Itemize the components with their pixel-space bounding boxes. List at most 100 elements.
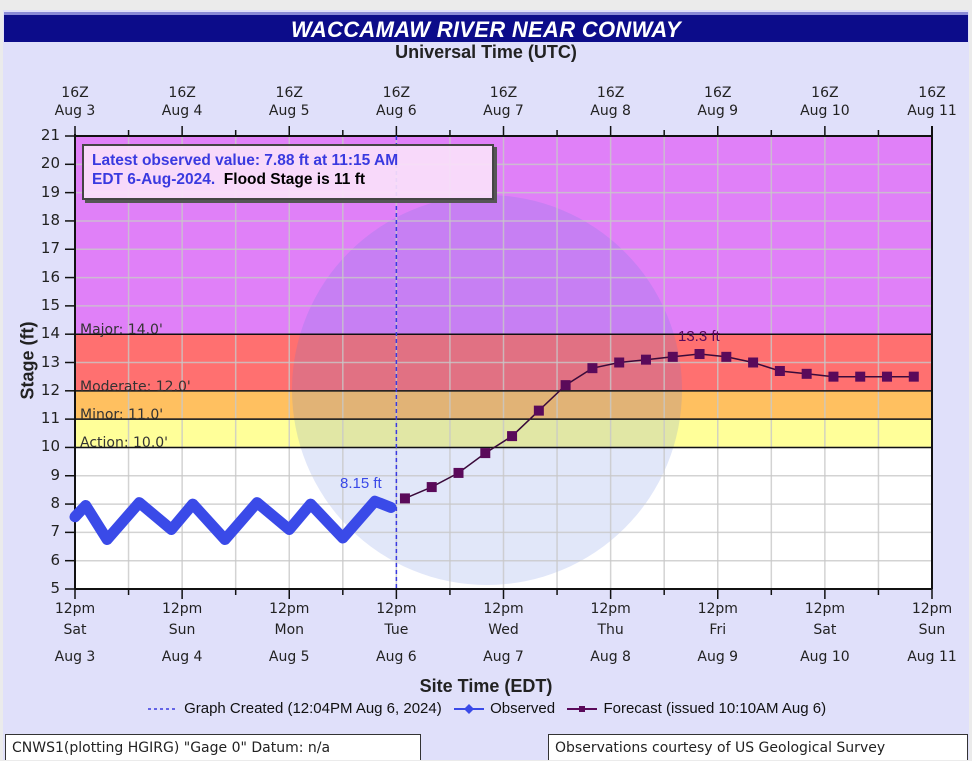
bottom-tick-time: 12pm — [804, 601, 846, 617]
chart-title: WACCAMAW RIVER NEAR CONWAY — [291, 17, 681, 42]
y-tick-label: 19 — [40, 182, 60, 201]
top-tick-time: 16Z — [489, 85, 518, 101]
legend-forecast: Forecast (issued 10:10AM Aug 6) — [565, 700, 826, 717]
forecast-point — [801, 368, 812, 379]
top-tick-label: 16Z Aug 6 — [356, 84, 436, 120]
action-stage-label: Action: 10.0' — [80, 435, 169, 451]
top-tick-date: Aug 11 — [907, 103, 957, 119]
top-tick-date: Aug 6 — [376, 103, 417, 119]
top-tick-date: Aug 8 — [590, 103, 631, 119]
bottom-tick-label: 12pm Sat Aug 3 — [35, 599, 115, 668]
bottom-tick-time: 12pm — [161, 601, 203, 617]
bottom-tick-time: 12pm — [911, 601, 953, 617]
bottom-tick-time: 12pm — [590, 601, 631, 617]
top-tick-label: 16Z Aug 5 — [249, 84, 329, 120]
forecast-point — [640, 354, 651, 365]
bottom-tick-date: Aug 4 — [161, 649, 203, 665]
y-tick-label: 15 — [40, 295, 60, 314]
bottom-tick-label: 12pm Thu Aug 8 — [571, 599, 651, 668]
bottom-axis-title: Site Time (EDT) — [419, 676, 553, 696]
forecast-point — [533, 405, 544, 416]
top-tick-date: Aug 9 — [697, 103, 739, 119]
top-tick-label: 16Z Aug 9 — [678, 84, 758, 120]
bottom-tick-day: Wed — [488, 622, 519, 638]
top-tick-date: Aug 10 — [800, 103, 850, 119]
forecast-point — [721, 351, 732, 362]
observed-marker-icon — [453, 703, 484, 714]
observed-peak-annotation: 8.15 ft — [340, 475, 382, 492]
gage-datum-box: CNWS1(plotting HGIRG) "Gage 0" Datum: n/… — [5, 734, 421, 760]
latest-observed-text: Latest observed value: 7.88 ft at 11:15 … — [92, 152, 399, 169]
forecast-point — [828, 371, 839, 382]
moderate-stage-label: Moderate: 12.0' — [80, 379, 191, 395]
top-tick-label: 16Z Aug 10 — [785, 84, 865, 120]
y-tick-label: 7 — [50, 522, 60, 541]
minor-stage-label: Minor: 11.0' — [80, 407, 164, 423]
top-tick-time: 16Z — [596, 85, 625, 101]
flood-stage-text: Flood Stage is 11 ft — [223, 171, 366, 188]
y-tick-label: 13 — [40, 352, 60, 371]
forecast-point — [882, 371, 893, 382]
forecast-marker-icon — [567, 705, 598, 712]
bottom-tick-time: 12pm — [376, 601, 417, 617]
top-tick-label: 16Z Aug 4 — [142, 84, 222, 120]
bottom-tick-label: 12pm Sun Aug 4 — [142, 599, 222, 668]
bottom-tick-time: 12pm — [54, 601, 96, 617]
y-tick-label: 6 — [50, 550, 60, 569]
bottom-tick-date: Aug 3 — [54, 649, 96, 665]
top-tick-time: 16Z — [704, 85, 732, 101]
dashed-line-icon — [147, 707, 178, 710]
bottom-tick-date: Aug 9 — [697, 649, 739, 665]
bottom-tick-day: Sat — [813, 622, 837, 638]
forecast-point — [399, 493, 410, 504]
top-tick-label: 16Z Aug 7 — [464, 84, 544, 120]
top-tick-date: Aug 5 — [268, 103, 310, 119]
forecast-point — [507, 431, 518, 442]
forecast-point — [694, 349, 705, 360]
y-tick-label: 20 — [40, 154, 60, 173]
bottom-tick-label: 12pm Mon Aug 5 — [249, 599, 329, 668]
forecast-point — [855, 371, 866, 382]
bottom-tick-day: Sat — [63, 622, 87, 638]
bottom-tick-label: 12pm Sat Aug 10 — [785, 599, 865, 668]
legend-observed: Observed — [452, 700, 555, 717]
top-tick-label: 16Z Aug 11 — [892, 84, 972, 120]
forecast-point — [560, 380, 571, 391]
y-tick-label: 9 — [50, 465, 60, 484]
forecast-point — [748, 357, 759, 368]
bottom-tick-date: Aug 7 — [483, 649, 524, 665]
bottom-tick-label: 12pm Wed Aug 7 — [464, 599, 544, 668]
forecast-point — [614, 357, 625, 368]
bottom-tick-date: Aug 10 — [800, 649, 850, 665]
forecast-point — [667, 351, 678, 362]
top-tick-time: 16Z — [382, 85, 411, 101]
top-tick-time: 16Z — [61, 85, 89, 101]
y-tick-label: 18 — [40, 210, 60, 229]
top-tick-label: 16Z Aug 8 — [571, 84, 651, 120]
bottom-tick-date: Aug 11 — [907, 649, 957, 665]
forecast-point — [908, 371, 919, 382]
y-tick-label: 11 — [40, 409, 60, 428]
bottom-tick-label: 12pm Sun Aug 11 — [892, 599, 972, 668]
top-tick-time: 16Z — [275, 85, 303, 101]
bottom-tick-day: Fri — [709, 622, 727, 638]
top-tick-time: 16Z — [168, 85, 196, 101]
major-stage-label: Major: 14.0' — [80, 322, 163, 338]
bottom-tick-label: 12pm Fri Aug 9 — [678, 599, 758, 668]
top-tick-time: 16Z — [918, 85, 946, 101]
top-tick-date: Aug 7 — [483, 103, 524, 119]
bottom-tick-time: 12pm — [483, 601, 524, 617]
bottom-tick-day: Mon — [274, 622, 305, 638]
forecast-point — [587, 363, 598, 374]
y-tick-label: 8 — [50, 494, 60, 513]
y-tick-label: 16 — [40, 267, 60, 286]
top-axis-title: Universal Time (UTC) — [395, 42, 577, 62]
chart-title-bar: WACCAMAW RIVER NEAR CONWAY — [4, 12, 968, 42]
forecast-point — [774, 365, 785, 376]
top-tick-date: Aug 3 — [54, 103, 96, 119]
y-tick-label: 5 — [50, 579, 60, 597]
bottom-tick-label: 12pm Tue Aug 6 — [356, 599, 436, 668]
forecast-point — [426, 482, 437, 493]
top-tick-time: 16Z — [811, 85, 839, 101]
y-tick-label: 17 — [40, 239, 60, 258]
